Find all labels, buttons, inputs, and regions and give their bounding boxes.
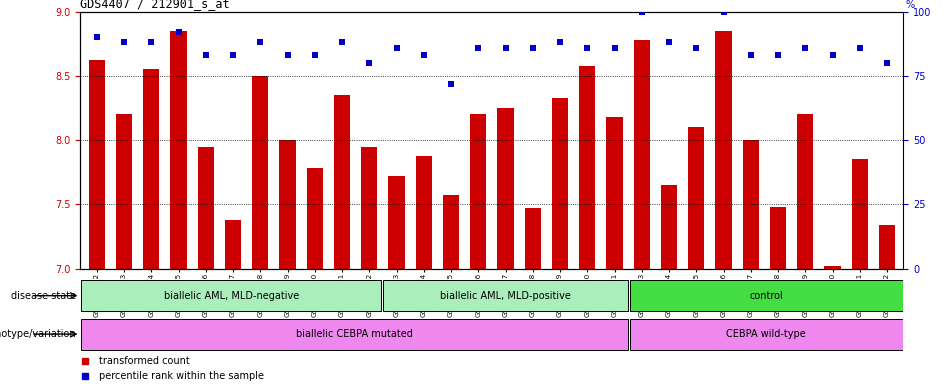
Point [444, 81, 459, 87]
Text: GDS4407 / 212901_s_at: GDS4407 / 212901_s_at [80, 0, 230, 10]
Point [361, 60, 377, 66]
Point [144, 39, 159, 45]
Bar [606, 117, 622, 269]
Bar [389, 176, 405, 269]
Text: biallelic CEBPA mutated: biallelic CEBPA mutated [296, 329, 413, 339]
Text: disease state: disease state [10, 291, 76, 301]
Text: biallelic AML, MLD-negative: biallelic AML, MLD-negative [164, 291, 299, 301]
Point [253, 39, 268, 45]
Bar [115, 114, 132, 269]
Point [744, 52, 759, 58]
Point [525, 45, 540, 51]
Point [471, 45, 486, 51]
Bar [634, 40, 650, 269]
Point [498, 45, 513, 51]
Bar [770, 207, 786, 269]
Bar [661, 185, 677, 269]
Point [607, 45, 622, 51]
Point [416, 52, 431, 58]
Bar [630, 280, 902, 311]
Bar [579, 66, 595, 269]
Bar [252, 76, 269, 269]
Point [880, 60, 895, 66]
Bar [198, 147, 214, 269]
Point [661, 39, 676, 45]
Text: biallelic AML, MLD-positive: biallelic AML, MLD-positive [440, 291, 571, 301]
Point [116, 39, 131, 45]
Bar [279, 140, 296, 269]
Point [852, 45, 867, 51]
Point [171, 29, 186, 35]
Point [335, 39, 350, 45]
Bar [361, 147, 377, 269]
Bar [170, 31, 186, 269]
Point [199, 52, 214, 58]
Point [825, 52, 840, 58]
Text: transformed count: transformed count [99, 356, 190, 366]
Point [797, 45, 813, 51]
Bar [89, 60, 105, 269]
Bar [525, 209, 541, 269]
Bar [498, 108, 514, 269]
Point [689, 45, 704, 51]
Bar [81, 319, 628, 349]
Text: CEBPA wild-type: CEBPA wild-type [727, 329, 806, 339]
Bar [81, 280, 381, 311]
Bar [143, 70, 160, 269]
Text: genotype/variation: genotype/variation [0, 329, 76, 339]
Point [389, 45, 404, 51]
Bar [824, 266, 841, 269]
Point [89, 34, 104, 40]
Bar [307, 169, 323, 269]
Bar [225, 220, 241, 269]
Bar [879, 225, 895, 269]
Point [770, 52, 785, 58]
Point [580, 45, 595, 51]
Bar [851, 159, 868, 269]
Point [716, 8, 731, 15]
Bar [797, 114, 814, 269]
Text: control: control [749, 291, 783, 301]
Bar [470, 114, 486, 269]
Bar [415, 156, 432, 269]
Text: percentile rank within the sample: percentile rank within the sample [99, 371, 264, 381]
Point [634, 8, 649, 15]
Bar [715, 31, 732, 269]
Text: %: % [905, 0, 914, 10]
Point [552, 39, 568, 45]
Bar [743, 140, 759, 269]
Bar [334, 95, 350, 269]
Point [280, 52, 295, 58]
Bar [383, 280, 628, 311]
Point [307, 52, 323, 58]
Bar [630, 319, 902, 349]
Bar [552, 98, 569, 269]
Bar [443, 195, 459, 269]
Bar [688, 127, 705, 269]
Point [225, 52, 240, 58]
